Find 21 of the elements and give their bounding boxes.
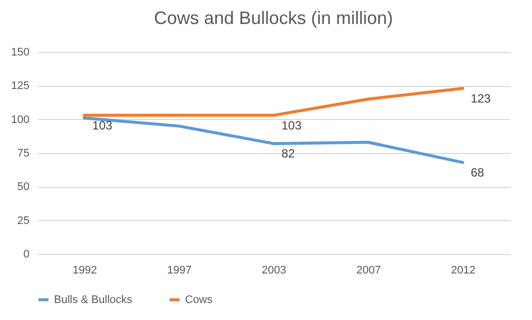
x-tick-label: 1992 (72, 264, 98, 276)
y-tick-label: 75 (17, 148, 30, 160)
y-tick-label: 100 (11, 114, 30, 126)
data-label: 68 (470, 165, 484, 180)
legend-label: Bulls & Bullocks (54, 294, 133, 306)
legend-label: Cows (185, 294, 214, 306)
y-tick-label: 150 (11, 46, 30, 58)
line-series (82, 116, 464, 164)
chart-title: Cows and Bullocks (in million) (154, 8, 394, 28)
data-label: 123 (470, 91, 492, 106)
x-tick-label: 1997 (167, 264, 192, 276)
x-tick-label: 2012 (450, 264, 476, 276)
y-tick-label: 0 (23, 248, 30, 260)
y-tick-label: 25 (17, 214, 30, 227)
data-label: 82 (282, 146, 296, 161)
x-tick-label: 2003 (262, 264, 286, 276)
x-tick-label: 2007 (356, 264, 381, 276)
data-label: 103 (92, 118, 113, 132)
y-tick-label: 125 (11, 80, 30, 92)
y-tick-label: 50 (17, 181, 30, 194)
data-label: 103 (282, 118, 302, 132)
